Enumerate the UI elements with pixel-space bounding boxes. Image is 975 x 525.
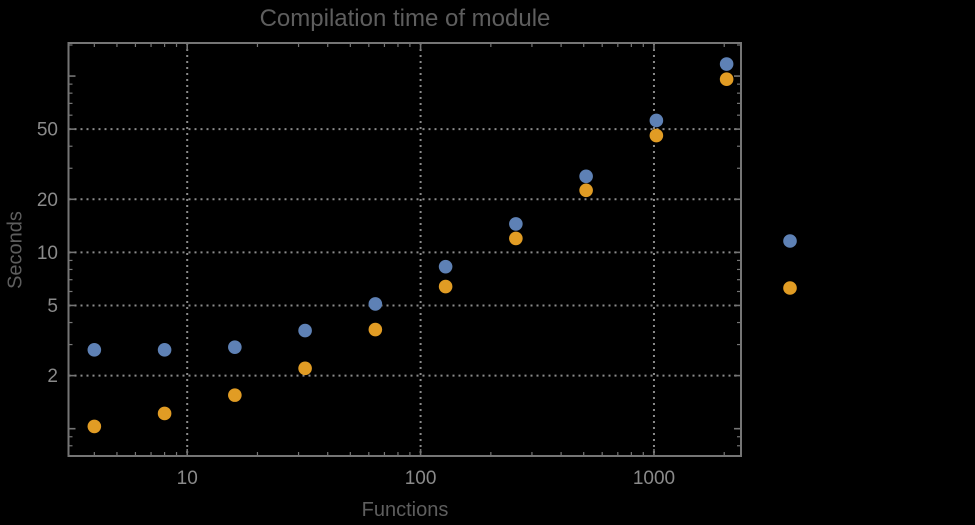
data-point-series-blue: [368, 297, 383, 311]
data-point-series-orange: [579, 183, 593, 198]
y-tick-label: 10: [37, 243, 58, 264]
data-point-series-blue: [719, 57, 734, 71]
data-point-series-orange: [298, 361, 312, 376]
y-tick-label: 5: [47, 296, 58, 317]
data-point-series-blue: [228, 340, 242, 354]
data-point-series-orange: [228, 388, 242, 402]
y-tick-label: 50: [37, 120, 58, 141]
data-point-series-orange: [649, 128, 664, 143]
data-point-series-orange: [438, 279, 453, 294]
plot-frame: [67, 42, 742, 457]
data-point-series-blue: [649, 113, 664, 128]
data-point-series-blue: [438, 259, 453, 274]
data-point-series-orange: [509, 231, 523, 246]
data-point-series-orange: [157, 406, 172, 421]
y-tick-label: 2: [47, 366, 58, 387]
chart-title: Compilation time of module: [259, 5, 551, 32]
y-tick-label: 20: [37, 190, 58, 211]
data-point-series-blue: [157, 343, 172, 357]
data-point-series-orange: [719, 72, 734, 86]
x-tick-label: 1000: [633, 468, 675, 489]
y-axis-label: Seconds: [4, 211, 27, 289]
legend-marker-series-orange: [783, 281, 797, 295]
data-point-series-orange: [368, 322, 383, 337]
data-point-series-blue: [509, 217, 523, 231]
legend-marker-series-blue: [783, 234, 797, 248]
data-point-series-orange: [87, 419, 102, 434]
data-point-series-blue: [298, 323, 312, 338]
data-point-series-blue: [579, 169, 593, 184]
data-point-series-blue: [87, 343, 102, 357]
x-axis-label: Functions: [361, 499, 449, 521]
x-tick-label: 100: [405, 468, 437, 489]
x-tick-label: 10: [177, 468, 198, 489]
